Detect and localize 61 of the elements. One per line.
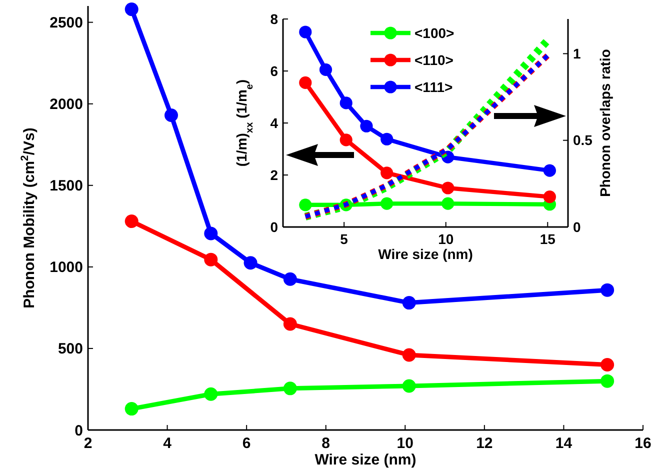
point bbox=[283, 382, 297, 396]
x-tick-label: 8 bbox=[322, 435, 330, 452]
y-tick-label: 0 bbox=[270, 218, 278, 235]
y2-tick-label: 0 bbox=[573, 218, 581, 235]
y2-axis-title: Phonon overlaps ratio bbox=[597, 49, 613, 197]
point bbox=[283, 317, 297, 331]
legend-label: <110> bbox=[414, 52, 454, 68]
point bbox=[380, 197, 394, 210]
point bbox=[204, 252, 218, 266]
point bbox=[380, 132, 394, 146]
y-tick-label: 8 bbox=[270, 10, 278, 27]
point bbox=[600, 358, 614, 372]
legend-label: <100> bbox=[414, 24, 454, 41]
point bbox=[164, 108, 178, 122]
point bbox=[124, 214, 138, 228]
y-tick-label: 6 bbox=[270, 62, 278, 79]
y-tick-label: 1500 bbox=[50, 178, 83, 195]
point bbox=[543, 164, 556, 177]
x-tick-label: 16 bbox=[634, 435, 652, 452]
y-tick-label: 4 bbox=[270, 114, 278, 131]
y2-tick-label: 0.5 bbox=[573, 132, 593, 148]
point bbox=[283, 272, 297, 286]
y-tick-label: 0 bbox=[74, 422, 83, 440]
point bbox=[543, 190, 556, 204]
x-tick-label: 12 bbox=[476, 435, 493, 452]
y-tick-label: 1000 bbox=[50, 259, 83, 276]
point bbox=[360, 120, 373, 132]
x-tick-label: 10 bbox=[396, 435, 414, 452]
point bbox=[124, 402, 138, 416]
point bbox=[244, 256, 258, 270]
point bbox=[204, 226, 218, 240]
x-tick-label: 5 bbox=[340, 231, 348, 247]
legend-label: <111> bbox=[414, 78, 453, 95]
y-tick-label: 2000 bbox=[50, 96, 83, 114]
x-axis-title: Wire size (nm) bbox=[314, 452, 416, 468]
x-tick-label: 14 bbox=[555, 435, 573, 452]
point bbox=[380, 166, 394, 180]
x-tick-label: 6 bbox=[242, 435, 251, 452]
x-tick-label: 15 bbox=[540, 231, 556, 247]
point bbox=[402, 296, 416, 310]
y-tick-label: 2500 bbox=[50, 14, 83, 32]
point bbox=[299, 26, 312, 38]
y-tick-label: 500 bbox=[58, 340, 83, 358]
point bbox=[299, 198, 312, 212]
x-tick-label: 10 bbox=[438, 231, 454, 247]
point bbox=[442, 182, 454, 194]
point bbox=[319, 63, 332, 76]
point bbox=[600, 374, 614, 388]
point bbox=[402, 348, 416, 362]
point bbox=[340, 134, 352, 146]
x-axis-title: Wire size (nm) bbox=[378, 246, 473, 262]
point bbox=[402, 379, 416, 393]
point bbox=[299, 76, 312, 89]
point bbox=[204, 387, 218, 401]
point bbox=[600, 283, 614, 297]
point bbox=[442, 197, 454, 210]
point bbox=[340, 96, 352, 110]
y2-tick-label: 1 bbox=[573, 46, 581, 62]
x-tick-label: 4 bbox=[163, 435, 172, 452]
point bbox=[124, 2, 138, 16]
y-tick-label: 2 bbox=[270, 166, 278, 183]
